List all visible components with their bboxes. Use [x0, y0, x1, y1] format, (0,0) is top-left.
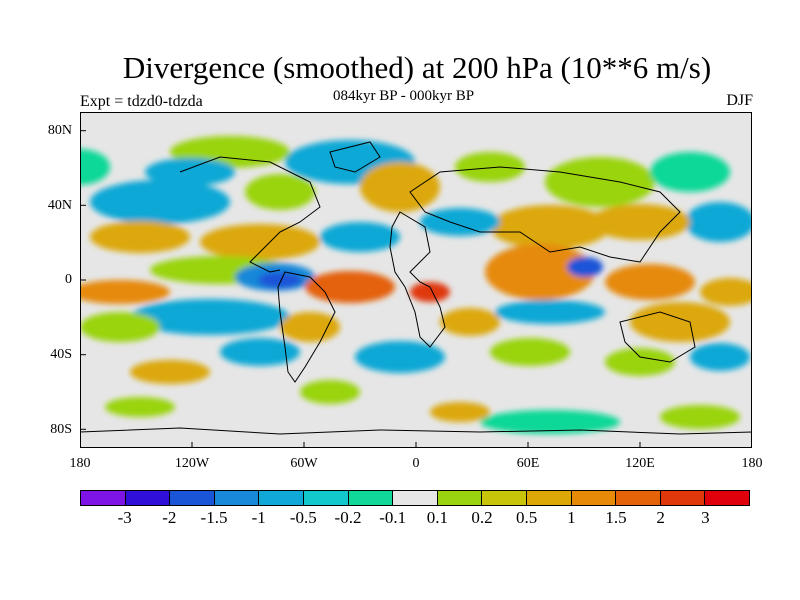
colorbar-swatch [214, 491, 260, 505]
lon-tick-60e: 60E [516, 456, 540, 471]
colorbar [80, 490, 750, 506]
colorbar-label: -1.5 [200, 508, 228, 527]
south-america-outline [277, 271, 336, 383]
colorbar-swatch [571, 491, 617, 505]
divergence-map [80, 112, 752, 448]
colorbar-swatch [482, 491, 527, 505]
colorbar-swatch [259, 491, 304, 505]
lat-tick-80n: 80N [47, 123, 72, 138]
lon-tick-120e: 120E [625, 456, 655, 471]
colorbar-swatch [81, 491, 126, 505]
colorbar-label: 0.2 [471, 508, 493, 527]
colorbar-label: -3 [117, 508, 132, 527]
greenland-outline [329, 141, 381, 173]
colorbar-swatch [348, 491, 394, 505]
map-subtitle: 084kyr BP - 000kyr BP [333, 88, 475, 104]
lat-tick-80s: 80S [50, 422, 72, 437]
australia-outline [619, 311, 696, 363]
lat-tick-0: 0 [65, 272, 72, 287]
colorbar-swatch [526, 491, 572, 505]
colorbar-label: -0.1 [379, 508, 407, 527]
colorbar-swatch [170, 491, 215, 505]
africa-outline [389, 211, 446, 348]
experiment-label: Expt = tdzd0-tdzda [80, 93, 203, 110]
colorbar-label: 0.5 [516, 508, 538, 527]
lat-tick-40s: 40S [50, 347, 72, 362]
colorbar-swatch [393, 491, 438, 505]
colorbar-label: -0.2 [334, 508, 362, 527]
lat-tick-40n: 40N [47, 198, 72, 213]
colorbar-label: 1.5 [605, 508, 627, 527]
lon-tick-180e: 180 [741, 456, 763, 471]
colorbar-swatch [616, 491, 661, 505]
colorbar-label: 1 [567, 508, 576, 527]
antarctica-outline [80, 427, 752, 435]
colorbar-label: -0.5 [289, 508, 317, 527]
lon-tick-120w: 120W [174, 456, 210, 471]
lon-tick-60w: 60W [290, 456, 318, 471]
axis-ticks [80, 130, 641, 448]
colorbar-label: 2 [656, 508, 665, 527]
divergence-field [80, 136, 752, 434]
map-title: Divergence (smoothed) at 200 hPa (10**6 … [122, 50, 712, 85]
colorbar-swatch [437, 491, 483, 505]
colorbar-label: -2 [162, 508, 177, 527]
colorbar-label: 0.1 [426, 508, 448, 527]
colorbar-label: -1 [251, 508, 266, 527]
map-canvas [80, 112, 752, 448]
north-america-outline [179, 156, 321, 273]
season-label: DJF [726, 92, 753, 109]
colorbar-swatch [303, 491, 349, 505]
colorbar-swatch [660, 491, 706, 505]
lon-tick-0: 0 [412, 456, 420, 471]
colorbar-label: 3 [701, 508, 710, 527]
colorbar-swatch [705, 491, 749, 505]
lon-tick-180w: 180 [69, 456, 91, 471]
coastlines [80, 141, 752, 435]
eurasia-outline [409, 166, 681, 263]
colorbar-swatch [125, 491, 171, 505]
